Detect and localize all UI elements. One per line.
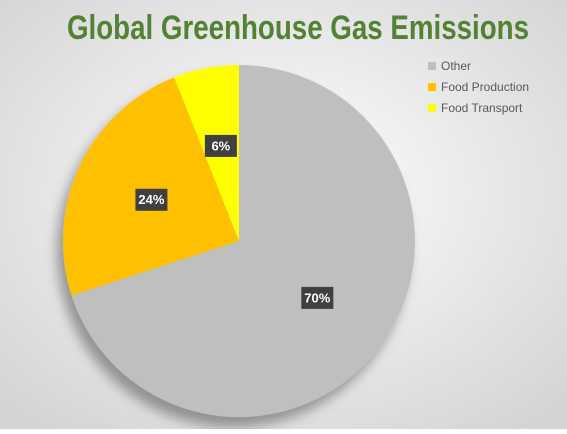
legend-swatch <box>428 62 436 70</box>
pie-slice <box>71 65 415 417</box>
legend-swatch <box>428 104 436 112</box>
data-label-box <box>204 134 237 157</box>
data-label: 70% <box>304 290 330 305</box>
data-label: 24% <box>138 192 164 207</box>
pie-slice <box>62 77 239 296</box>
chart-title: Global Greenhouse Gas Emissions <box>67 9 529 47</box>
data-labels: 70% 24% 6% <box>135 134 334 309</box>
data-label-box <box>301 286 334 309</box>
legend-swatch <box>428 83 436 91</box>
legend: Other Food Production Food Transport <box>428 59 529 115</box>
legend-label: Other <box>441 59 471 73</box>
data-label: 6% <box>211 138 230 153</box>
legend-label: Food Production <box>441 80 529 94</box>
legend-label: Food Transport <box>441 101 523 115</box>
data-label-box <box>135 188 168 211</box>
pie <box>62 65 415 417</box>
